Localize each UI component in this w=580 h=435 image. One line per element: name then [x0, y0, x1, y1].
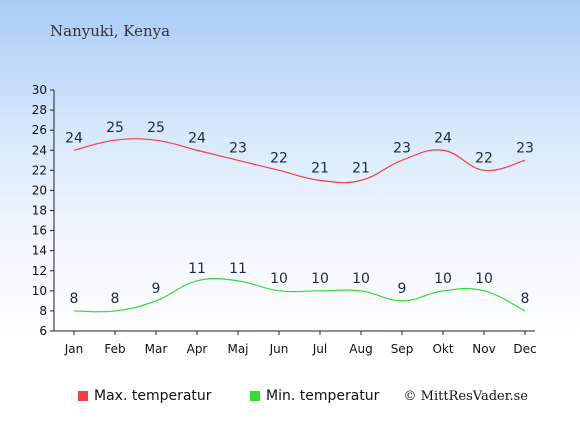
max-data-label: 22	[270, 150, 288, 166]
line-chart: 6 8 10 12 14 16 18 20 22 24 26 28 30 Jan Feb Mar Apr Maj J…	[32, 83, 537, 356]
max-data-label: 23	[393, 140, 411, 156]
x-tick-label: Apr	[187, 342, 208, 356]
y-tick-label: 28	[32, 103, 47, 117]
copyright-text: © MittResVader.se	[403, 389, 528, 404]
x-tick-label: Aug	[349, 342, 372, 356]
max-temperature-line	[73, 138, 526, 184]
min-temperature-line	[73, 277, 526, 313]
min-data-label: 11	[188, 261, 206, 277]
legend-swatch-max	[78, 391, 88, 401]
y-tick-label: 24	[32, 143, 47, 157]
min-data-label: 8	[111, 291, 120, 307]
legend-label-max: Max. temperatur	[94, 388, 212, 404]
legend-item-max: Max. temperatur	[78, 388, 212, 404]
min-data-label: 10	[352, 271, 370, 287]
y-tick-label: 12	[32, 264, 47, 278]
max-data-label: 24	[188, 130, 206, 146]
x-tick-label: Mar	[145, 342, 168, 356]
y-tick-label: 14	[32, 244, 47, 258]
max-data-label: 23	[516, 140, 534, 156]
y-tick-label: 8	[39, 304, 47, 318]
max-data-label: 25	[106, 120, 124, 136]
x-tick-label: Dec	[513, 342, 536, 356]
min-data-label: 8	[521, 291, 530, 307]
min-data-label: 9	[152, 281, 161, 297]
min-data-label: 8	[70, 291, 79, 307]
min-data-label: 10	[311, 271, 329, 287]
x-tick-label: Jan	[64, 342, 84, 356]
max-data-label: 24	[65, 130, 83, 146]
y-tick-label: 30	[32, 83, 47, 97]
chart-title: Nanyuki, Kenya	[50, 22, 171, 40]
max-data-label: 21	[352, 160, 370, 176]
max-data-label: 24	[434, 130, 452, 146]
min-data-label: 10	[270, 271, 288, 287]
min-data-label: 9	[398, 281, 407, 297]
y-tick-label: 26	[32, 123, 47, 137]
legend-item-min: Min. temperatur	[250, 388, 379, 404]
min-data-label: 11	[229, 261, 247, 277]
x-tick-label: Maj	[227, 342, 248, 356]
y-tick-label: 20	[32, 183, 47, 197]
max-data-label: 25	[147, 120, 165, 136]
x-tick-label: Nov	[472, 342, 495, 356]
y-tick-label: 10	[32, 284, 47, 298]
legend: Max. temperatur Min. temperatur	[0, 388, 580, 408]
x-tick-label: Jul	[312, 342, 327, 356]
legend-label-min: Min. temperatur	[266, 388, 380, 404]
y-tick-label: 18	[32, 204, 47, 218]
legend-swatch-min	[250, 391, 260, 401]
x-tick-label: Sep	[391, 342, 414, 356]
x-tick-label: Jun	[269, 342, 289, 356]
max-data-label: 21	[311, 160, 329, 176]
max-data-label: 23	[229, 140, 247, 156]
y-tick-label: 22	[32, 163, 47, 177]
y-tick-label: 6	[39, 324, 47, 338]
max-data-label: 22	[475, 150, 493, 166]
x-tick-label: Feb	[104, 342, 125, 356]
y-tick-label: 16	[32, 224, 47, 238]
min-data-label: 10	[475, 271, 493, 287]
x-tick-label: Okt	[432, 342, 453, 356]
min-data-label: 10	[434, 271, 452, 287]
